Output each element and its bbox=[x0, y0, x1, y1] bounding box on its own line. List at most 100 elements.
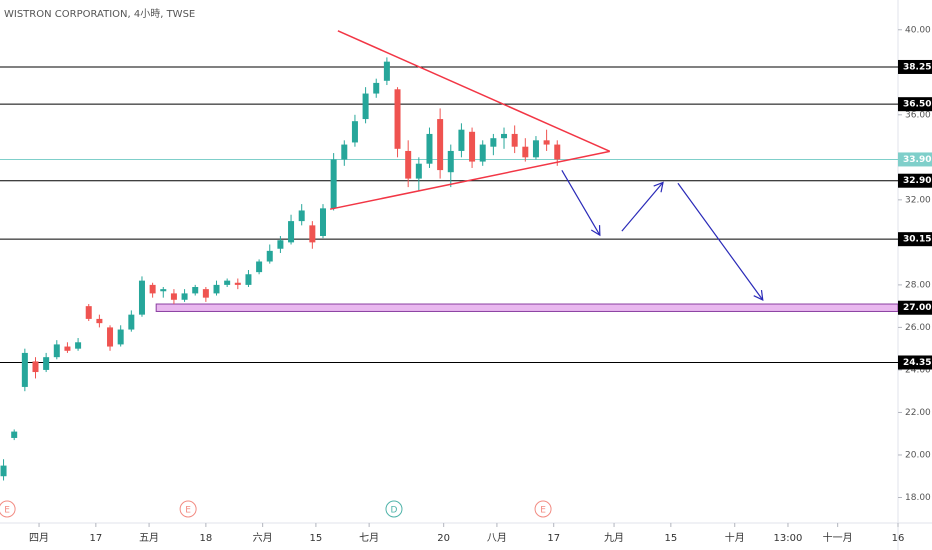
candle-body bbox=[469, 131, 476, 162]
x-tick-label: 八月 bbox=[487, 532, 507, 544]
candle-body bbox=[522, 146, 529, 158]
candle-body bbox=[266, 250, 273, 262]
event-label: E bbox=[540, 506, 546, 516]
x-tick-label: 四月 bbox=[29, 532, 49, 544]
candle-body bbox=[213, 284, 220, 294]
candle-body bbox=[0, 465, 7, 477]
event-badge bbox=[0, 500, 16, 518]
candle-body bbox=[373, 82, 380, 94]
candle-body bbox=[543, 140, 550, 145]
candle-body bbox=[107, 327, 114, 347]
candle-body bbox=[202, 289, 209, 298]
event-badge bbox=[385, 500, 403, 518]
candle-body bbox=[224, 280, 231, 285]
arrow-head bbox=[753, 289, 764, 301]
level-label-box bbox=[898, 97, 932, 112]
candle-body bbox=[11, 431, 18, 438]
y-tick-label: 32.00 bbox=[905, 195, 931, 205]
event-label: D bbox=[391, 506, 398, 516]
candle-body bbox=[532, 140, 539, 158]
candle-body bbox=[383, 61, 390, 81]
candle-body bbox=[128, 314, 135, 330]
event-badge bbox=[534, 500, 552, 518]
candle-body bbox=[362, 93, 369, 120]
x-tick-label: 六月 bbox=[253, 532, 273, 544]
y-tick-label: 26.00 bbox=[905, 323, 931, 333]
level-label-box bbox=[898, 59, 932, 74]
candle-body bbox=[192, 287, 199, 294]
arrow-head bbox=[653, 181, 664, 193]
candle-body bbox=[149, 284, 156, 294]
x-tick-label: 七月 bbox=[359, 532, 379, 544]
candle-body bbox=[479, 144, 486, 162]
candle-body bbox=[458, 129, 465, 151]
arrow-line bbox=[561, 169, 601, 236]
candle-body bbox=[405, 150, 412, 179]
y-tick-label: 24.00 bbox=[905, 365, 931, 375]
candle-body bbox=[85, 306, 92, 319]
candle-body bbox=[21, 352, 28, 387]
level-label: 24.35 bbox=[903, 358, 931, 368]
arrow-line bbox=[621, 182, 664, 232]
y-tick-label: 22.00 bbox=[905, 408, 931, 418]
candle-body bbox=[234, 282, 241, 285]
zone-label-box bbox=[898, 300, 932, 315]
candle-body bbox=[394, 89, 401, 149]
candle-body bbox=[64, 346, 71, 351]
candle-body bbox=[96, 318, 103, 324]
y-tick-label: 28.00 bbox=[905, 280, 931, 290]
level-label: 33.90 bbox=[903, 155, 931, 165]
level-label: 32.90 bbox=[903, 176, 931, 186]
candle-body bbox=[415, 163, 422, 179]
triangle-line bbox=[337, 30, 611, 153]
candle-body bbox=[288, 221, 295, 243]
arrow-head bbox=[590, 225, 601, 237]
y-tick-label: 18.00 bbox=[905, 493, 931, 503]
candle-body bbox=[43, 357, 50, 370]
candle-body bbox=[277, 240, 284, 249]
event-label: E bbox=[185, 506, 191, 516]
zone-label: 27.00 bbox=[903, 303, 931, 313]
event-badge bbox=[179, 500, 197, 518]
y-tick-label: 36.00 bbox=[905, 110, 931, 120]
chart-title: WISTRON CORPORATION, 4小時, TWSE bbox=[4, 8, 195, 20]
candle-body bbox=[490, 138, 497, 147]
level-label: 38.25 bbox=[903, 62, 931, 72]
candle-body bbox=[160, 289, 167, 292]
level-label-box bbox=[898, 355, 932, 370]
x-tick-label: 18 bbox=[199, 533, 212, 544]
support-zone bbox=[155, 303, 899, 312]
candle-body bbox=[351, 121, 358, 143]
candle-body bbox=[501, 133, 508, 139]
x-tick-label: 17 bbox=[547, 533, 560, 544]
x-tick-label: 13:00 bbox=[774, 533, 803, 544]
candle-body bbox=[447, 150, 454, 173]
candle-body bbox=[298, 210, 305, 222]
candle-body bbox=[554, 144, 561, 160]
candle-body bbox=[245, 274, 252, 285]
plot: 18.00 20.00 22.00 24.00 26.00 28.00 32.00 36.00… bbox=[0, 25, 932, 544]
candle-body bbox=[330, 159, 337, 209]
candle-body bbox=[75, 342, 82, 349]
x-tick-label: 五月 bbox=[139, 532, 159, 544]
x-tick-label: 15 bbox=[310, 533, 323, 544]
x-tick-label: 十月 bbox=[725, 531, 745, 544]
level-label: 36.50 bbox=[903, 100, 931, 110]
triangle-line bbox=[329, 150, 610, 210]
candle-body bbox=[256, 261, 263, 273]
x-tick-label: 15 bbox=[664, 533, 677, 544]
candle-body bbox=[138, 280, 145, 315]
candle-body bbox=[170, 293, 177, 300]
x-tick-label: 17 bbox=[89, 533, 102, 544]
y-tick-label: 40.00 bbox=[905, 25, 931, 35]
candle-body bbox=[341, 144, 348, 160]
x-tick-label: 20 bbox=[437, 533, 450, 544]
candle-body bbox=[426, 133, 433, 164]
candle-body bbox=[117, 329, 124, 345]
candle-body bbox=[181, 293, 188, 300]
candle-body bbox=[437, 119, 444, 171]
x-tick-label: 九月 bbox=[604, 532, 624, 544]
arrow-line bbox=[677, 182, 764, 301]
level-label: 30.15 bbox=[903, 235, 931, 245]
